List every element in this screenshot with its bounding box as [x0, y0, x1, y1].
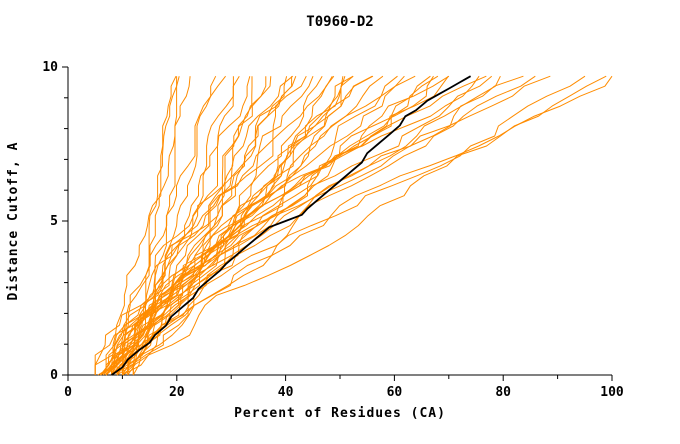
model-curve	[122, 75, 607, 376]
y-axis-title: Distance Cutoff, A	[6, 142, 21, 301]
model-curve	[111, 75, 354, 376]
model-curve	[116, 75, 613, 376]
model-curve	[105, 76, 267, 376]
model-curve	[127, 75, 551, 376]
model-curve	[127, 75, 434, 375]
model-curve	[105, 75, 405, 375]
series-group	[94, 75, 613, 376]
chart-title: T0960-D2	[306, 14, 373, 30]
x-tick-label: 80	[495, 385, 511, 400]
model-curve	[100, 76, 314, 376]
model-curve	[105, 76, 288, 376]
model-curve	[97, 76, 178, 376]
model-curve	[105, 75, 480, 376]
x-tick-label: 60	[387, 385, 403, 400]
x-tick-label: 20	[169, 385, 185, 400]
x-tick-label: 0	[64, 385, 72, 400]
model-curve	[121, 75, 524, 375]
y-tick-label: 5	[50, 214, 58, 229]
highlighted-model-curve	[110, 75, 472, 376]
y-tick-label: 10	[42, 60, 58, 75]
model-curve	[111, 75, 586, 376]
model-curve	[111, 75, 501, 375]
model-curve	[116, 75, 493, 376]
x-tick-label: 100	[600, 385, 624, 400]
model-curve	[111, 75, 294, 376]
model-curve	[94, 75, 449, 375]
x-axis-title: Percent of Residues (CA)	[234, 406, 446, 421]
y-tick-label: 0	[50, 368, 58, 383]
tick-group: 0 20 40 60 80 100 0 5 10	[42, 60, 624, 400]
model-curve	[132, 75, 536, 376]
model-curve	[94, 75, 333, 375]
model-curve	[111, 75, 240, 376]
model-curve	[100, 75, 177, 376]
model-curve	[111, 76, 234, 376]
model-curve	[111, 75, 416, 376]
model-curve	[100, 76, 180, 376]
x-tick-label: 40	[278, 385, 294, 400]
